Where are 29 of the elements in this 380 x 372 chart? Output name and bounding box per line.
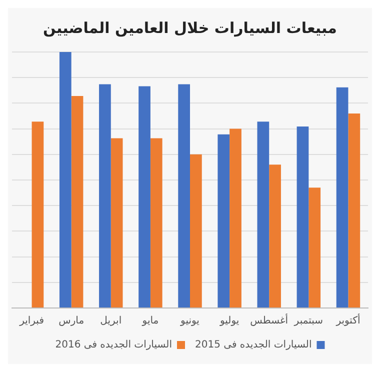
bar [110, 138, 123, 308]
bar [71, 96, 84, 308]
x-tick-label: أكتوبر [335, 314, 360, 327]
bar [99, 84, 111, 308]
bar [257, 122, 270, 308]
x-tick-label: أغسطس [250, 314, 288, 327]
bar [59, 52, 72, 308]
bar [150, 138, 162, 308]
x-tick-label: يوليو [218, 316, 240, 327]
bar [178, 84, 190, 308]
x-tick-label: سبتمبر [293, 316, 324, 327]
x-tick-label: مارس [58, 316, 84, 327]
bar [296, 126, 309, 308]
bar [308, 188, 321, 308]
bar [336, 87, 348, 308]
bar [138, 86, 150, 308]
bar [230, 128, 242, 308]
x-tick-label: ابريل [100, 316, 122, 327]
legend-label: السيارات الجديده فى 2015 [194, 340, 312, 351]
x-tick-label: مايو [141, 316, 159, 327]
legend-label: السيارات الجديده فى 2016 [55, 340, 172, 351]
bar [269, 164, 281, 308]
bar [218, 134, 230, 308]
bar [32, 122, 44, 308]
bar [348, 113, 360, 308]
bar [190, 154, 202, 308]
x-tick-label: يونيو [180, 316, 200, 327]
x-tick-label: فبراير [18, 316, 44, 327]
chart-title: مبيعات السيارات خلال العامين الماضيين [43, 18, 337, 37]
